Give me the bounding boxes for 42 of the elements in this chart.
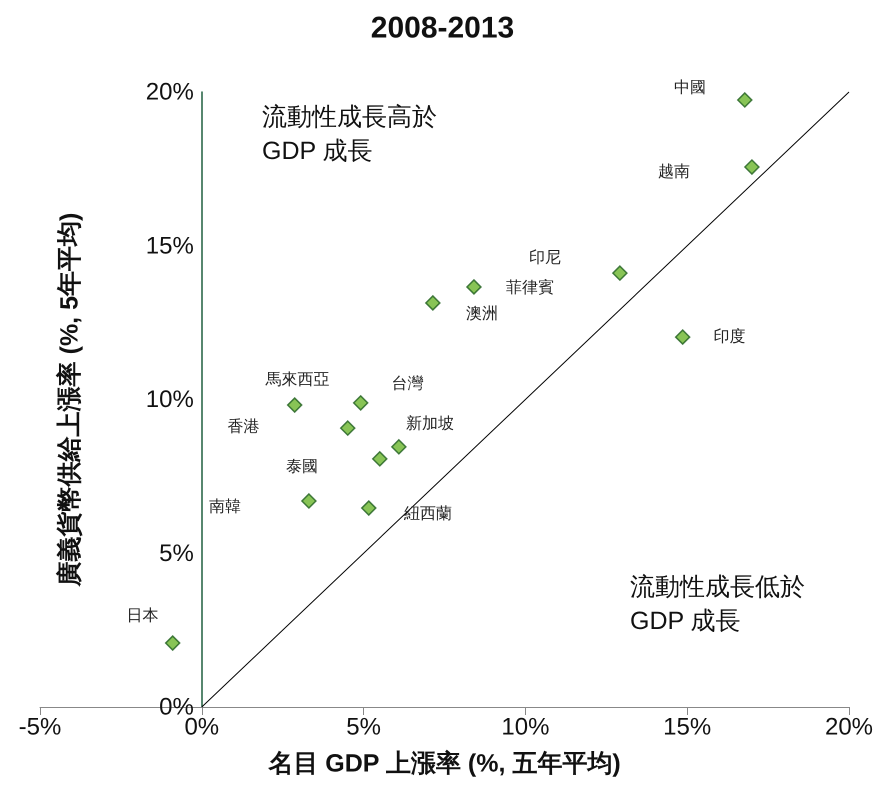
annotation: 流動性成長高於 GDP 成長 [262,103,437,165]
annotation: 新加坡 [406,414,454,432]
y-tick-label: 15% [146,232,194,260]
annotation: 印度 [714,328,746,346]
y-axis-title: 廣義貨幣供給上漲率 (%, 5年平均) [55,212,84,588]
point [301,493,317,509]
annotation: 馬來西亞 [264,370,330,389]
annotation: 越南 [658,162,690,181]
chart-title: 2008-2013 [370,12,514,44]
annotation: 紐西蘭 [402,504,452,523]
annotation: 台灣 [392,374,424,392]
annotation: 香港 [228,418,260,436]
x-axis-title: 名目 GDP 上漲率 (%, 五年平均) [267,750,621,778]
point [466,279,482,295]
x-tick-label: 20% [824,714,874,740]
y-tick-label: 10% [146,386,194,413]
point [425,295,441,311]
point [352,395,368,411]
point [737,92,753,108]
y-tick-label: 5% [159,540,194,567]
point [361,500,377,516]
x-tick-label: 5% [346,714,381,740]
x-tick-label: 15% [663,714,712,740]
annotation: 泰國 [286,458,318,476]
annotation: 中國 [674,78,706,96]
point [340,420,356,436]
point [674,329,690,345]
point [372,451,388,467]
point [612,265,628,281]
annotation: 菲律賓 [506,278,554,296]
x-tick-label: -5% [18,714,62,740]
annotation: 澳洲 [466,304,498,322]
annotation: 印尼 [528,248,561,267]
point [391,439,407,455]
point [744,159,760,175]
annotation: 南韓 [208,497,241,516]
point [286,397,302,413]
x-tick-label: 10% [501,714,550,740]
point [164,635,180,651]
annotation: 日本 [126,606,159,625]
annotation: 流動性成長低於 GDP 成長 [630,573,805,635]
y-tick-label: 20% [146,78,194,106]
